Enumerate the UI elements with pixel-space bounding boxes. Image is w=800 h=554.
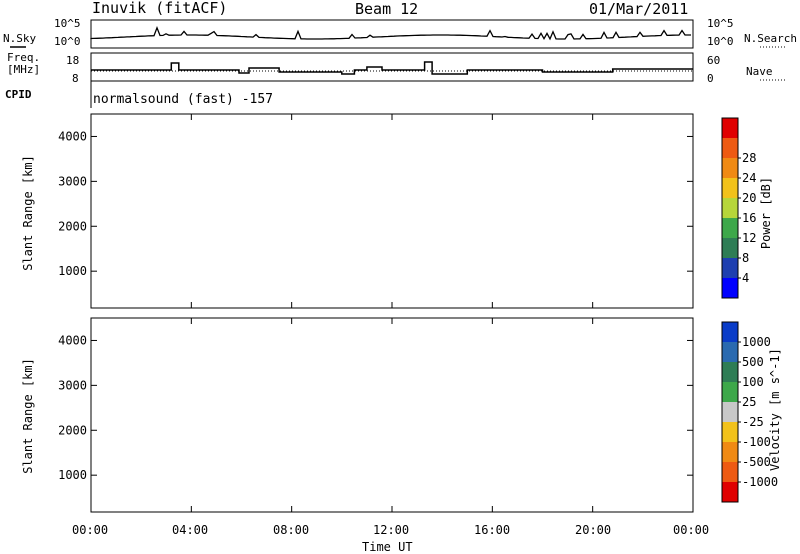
power-colorbar-segment bbox=[722, 198, 738, 219]
x-tick-2000: 20:00 bbox=[575, 523, 612, 537]
power-colorbar-tick-label: 24 bbox=[742, 171, 756, 185]
noise-panel-frame bbox=[90, 19, 694, 49]
velocity-colorbar-segment bbox=[722, 482, 738, 503]
station-title: Inuvik (fitACF) bbox=[92, 0, 228, 17]
velocity-colorbar-segment bbox=[722, 362, 738, 383]
velocity-ytick-label: 3000 bbox=[58, 378, 87, 392]
freq-trace bbox=[91, 61, 693, 75]
power-colorbar-tick-label: 12 bbox=[742, 231, 756, 245]
velocity-colorbar-tick-label: 1000 bbox=[742, 335, 771, 349]
noise-left-bottom-tick: 10^0 bbox=[54, 35, 81, 48]
noise-right-top-tick: 10^5 bbox=[707, 17, 734, 30]
freq-unit-label: [MHz] bbox=[7, 63, 41, 76]
velocity-colorbar-tick-label: -100 bbox=[742, 435, 771, 449]
power-colorbar-segment bbox=[722, 118, 738, 139]
power-colorbar-tick-label: 8 bbox=[742, 251, 749, 265]
velocity-colorbar-segment bbox=[722, 322, 738, 343]
x-tick-1200: 12:00 bbox=[373, 523, 410, 537]
nave-tick-60: 60 bbox=[707, 54, 721, 67]
date-title: 01/Mar/2011 bbox=[589, 0, 689, 18]
velocity-colorbar-segment bbox=[722, 402, 738, 423]
power-ytick-label: 4000 bbox=[58, 129, 87, 143]
power-colorbar-segment bbox=[722, 258, 738, 279]
velocity-colorbar-segment bbox=[722, 442, 738, 463]
velocity-colorbar-frame bbox=[721, 321, 739, 503]
power-ytick-label: 2000 bbox=[58, 219, 87, 233]
nave-tick-0: 0 bbox=[707, 72, 714, 85]
noise-sky-label: N.Sky bbox=[3, 32, 37, 45]
noise-search-label: N.Search bbox=[744, 32, 797, 45]
power-colorbar-segment bbox=[722, 218, 738, 239]
power-ylabel: Slant Range [km] bbox=[21, 155, 35, 271]
power-colorbar-segment bbox=[722, 138, 738, 159]
power-colorbar-tick-label: 16 bbox=[742, 211, 756, 225]
x-axis-label: Time UT bbox=[362, 540, 413, 554]
power-colorbar-segment bbox=[722, 178, 738, 199]
power-panel-frame bbox=[90, 113, 694, 309]
velocity-colorbar-tick-label: 25 bbox=[742, 395, 756, 409]
velocity-ytick-label: 2000 bbox=[58, 423, 87, 437]
x-tick-0000: 00:00 bbox=[72, 523, 109, 537]
velocity-colorbar-tick-label: 100 bbox=[742, 375, 764, 389]
velocity-panel-frame bbox=[90, 317, 694, 513]
velocity-colorbar-tick-label: -25 bbox=[742, 415, 764, 429]
velocity-colorbar-segment bbox=[722, 462, 738, 483]
velocity-colorbar-tick-label: -500 bbox=[742, 455, 771, 469]
power-colorbar-segment bbox=[722, 278, 738, 299]
velocity-ylabel: Slant Range [km] bbox=[21, 358, 35, 474]
nave-label: Nave bbox=[746, 65, 773, 78]
cpid-text: normalsound (fast) -157 bbox=[93, 92, 274, 107]
power-colorbar-segment bbox=[722, 238, 738, 259]
beam-title: Beam 12 bbox=[355, 0, 419, 18]
power-ytick-label: 3000 bbox=[58, 174, 87, 188]
power-colorbar-tick-label: 20 bbox=[742, 191, 756, 205]
velocity-colorbar-label: Velocity [m s^-1] bbox=[768, 348, 782, 471]
freq-label: Freq. bbox=[7, 51, 41, 64]
velocity-ytick-label: 1000 bbox=[58, 468, 87, 482]
power-colorbar-frame bbox=[721, 117, 739, 299]
power-colorbar-segment bbox=[722, 158, 738, 179]
velocity-colorbar-tick-label: 500 bbox=[742, 355, 764, 369]
x-tick-1600: 16:00 bbox=[474, 523, 511, 537]
freq-panel-frame bbox=[90, 52, 694, 82]
power-ytick-label: 1000 bbox=[58, 264, 87, 278]
noise-sky-trace bbox=[90, 25, 691, 41]
velocity-colorbar-segment bbox=[722, 342, 738, 363]
x-tick-0800: 08:00 bbox=[273, 523, 310, 537]
freq-tick-18: 18 bbox=[66, 54, 80, 67]
cpid-label: CPID bbox=[5, 88, 32, 101]
noise-left-top-tick: 10^5 bbox=[54, 17, 81, 30]
velocity-colorbar-tick-label: -1000 bbox=[742, 475, 778, 489]
noise-right-bottom-tick: 10^0 bbox=[707, 35, 734, 48]
velocity-ytick-label: 4000 bbox=[58, 333, 87, 347]
freq-tick-8: 8 bbox=[72, 72, 79, 85]
x-tick-2400: 00:00 bbox=[673, 523, 710, 537]
velocity-colorbar-segment bbox=[722, 382, 738, 403]
power-colorbar-tick-label: 4 bbox=[742, 271, 749, 285]
x-tick-0400: 04:00 bbox=[172, 523, 209, 537]
power-colorbar-label: Power [dB] bbox=[759, 176, 773, 250]
power-colorbar-tick-label: 28 bbox=[742, 151, 756, 165]
velocity-colorbar-segment bbox=[722, 422, 738, 443]
